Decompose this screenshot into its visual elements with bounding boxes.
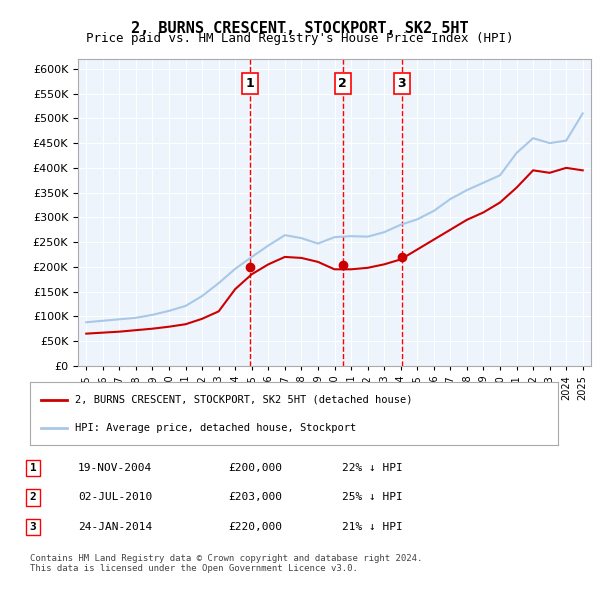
- Text: 2, BURNS CRESCENT, STOCKPORT, SK2 5HT: 2, BURNS CRESCENT, STOCKPORT, SK2 5HT: [131, 21, 469, 35]
- Text: 1: 1: [245, 77, 254, 90]
- Text: 2, BURNS CRESCENT, STOCKPORT, SK2 5HT (detached house): 2, BURNS CRESCENT, STOCKPORT, SK2 5HT (d…: [75, 395, 412, 405]
- Text: Contains HM Land Registry data © Crown copyright and database right 2024.
This d: Contains HM Land Registry data © Crown c…: [30, 554, 422, 573]
- Text: 19-NOV-2004: 19-NOV-2004: [78, 463, 152, 473]
- Text: 2: 2: [29, 493, 37, 502]
- Text: Price paid vs. HM Land Registry's House Price Index (HPI): Price paid vs. HM Land Registry's House …: [86, 32, 514, 45]
- Text: 25% ↓ HPI: 25% ↓ HPI: [342, 493, 403, 502]
- Text: 3: 3: [29, 522, 37, 532]
- Text: 3: 3: [398, 77, 406, 90]
- Text: 24-JAN-2014: 24-JAN-2014: [78, 522, 152, 532]
- Text: 02-JUL-2010: 02-JUL-2010: [78, 493, 152, 502]
- Text: £220,000: £220,000: [228, 522, 282, 532]
- Text: 2: 2: [338, 77, 347, 90]
- Text: HPI: Average price, detached house, Stockport: HPI: Average price, detached house, Stoc…: [75, 422, 356, 432]
- Text: 1: 1: [29, 463, 37, 473]
- Text: £203,000: £203,000: [228, 493, 282, 502]
- Text: £200,000: £200,000: [228, 463, 282, 473]
- Text: 21% ↓ HPI: 21% ↓ HPI: [342, 522, 403, 532]
- Text: 22% ↓ HPI: 22% ↓ HPI: [342, 463, 403, 473]
